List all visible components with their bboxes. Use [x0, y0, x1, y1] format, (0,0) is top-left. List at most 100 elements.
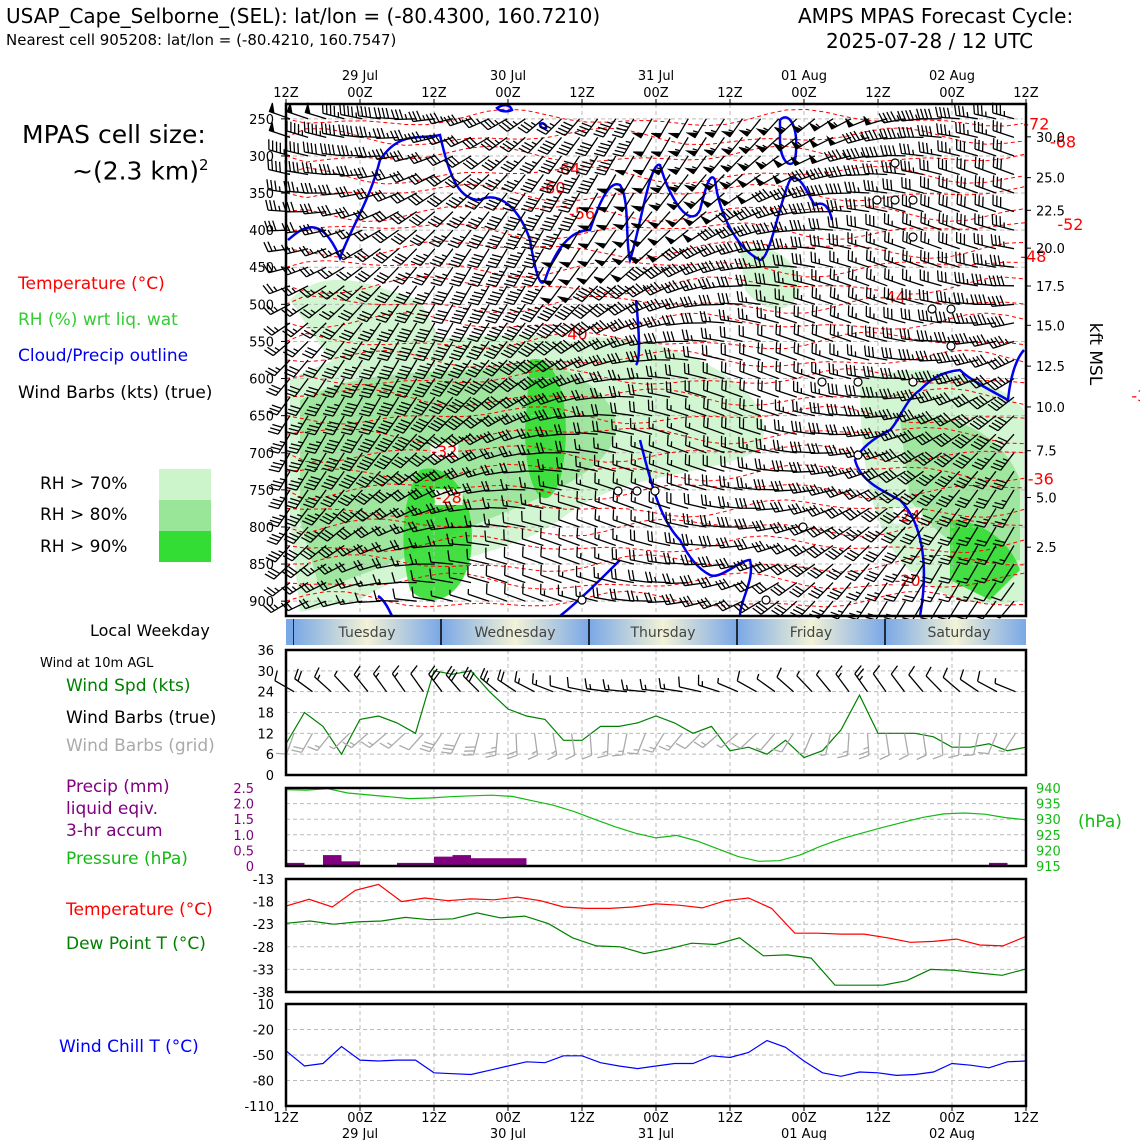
- temp-contour-label: -52: [1057, 215, 1083, 234]
- wind-barb-true: [994, 678, 1016, 693]
- wind-barb-true: [639, 678, 665, 693]
- wind-barb-grid: [485, 733, 499, 759]
- wind-barb: [593, 118, 617, 138]
- wind-barb: [355, 285, 381, 303]
- wind-barb: [990, 582, 1015, 602]
- wind-barb: [679, 296, 707, 308]
- wind-barb: [516, 428, 544, 440]
- wind-barb-flag: [594, 206, 608, 213]
- wind-barb: [570, 356, 598, 369]
- wind-barb: [825, 544, 852, 560]
- wind-barb: [933, 452, 961, 468]
- wind-barb: [733, 580, 761, 593]
- wind-barb: [899, 328, 924, 343]
- wind-barb: [445, 192, 472, 209]
- wind-barb-grid: [820, 733, 832, 756]
- wind-barb: [354, 592, 381, 604]
- hpa-label: 800: [249, 521, 274, 536]
- wind-barb: [774, 288, 797, 305]
- wind-barb: [847, 305, 870, 324]
- wind-barb: [322, 415, 345, 436]
- wind-barb: [516, 376, 544, 391]
- wind-barb-grid: [419, 732, 443, 753]
- wind-barb: [540, 564, 562, 584]
- wind-barb: [951, 433, 979, 449]
- wind-barb-flag: [685, 132, 699, 139]
- wind-barb-true: [854, 665, 869, 693]
- wind-barb: [499, 136, 526, 153]
- wind-barb-flag: [577, 260, 589, 268]
- pressure-ytick: 925: [1036, 829, 1061, 844]
- wind-barb: [951, 332, 978, 345]
- wind-barb: [843, 545, 870, 562]
- wind-barb-flag: [808, 138, 819, 148]
- wind-barb: [806, 184, 834, 197]
- wind-barb: [805, 167, 834, 181]
- wind-barb: [753, 479, 779, 491]
- wind-barb: [807, 563, 834, 579]
- wind-barb: [318, 285, 345, 300]
- wind-barb: [920, 193, 942, 213]
- wind-barb: [461, 433, 490, 446]
- wind-barb: [955, 251, 978, 268]
- wind-barb: [716, 276, 743, 288]
- wind-barb: [739, 342, 761, 361]
- wind-barb: [410, 415, 436, 433]
- wind-barb: [920, 582, 943, 603]
- wind-barb: [680, 312, 707, 324]
- wind-barb: [411, 266, 436, 286]
- wind-barb: [503, 285, 526, 306]
- wind-barb: [482, 359, 508, 377]
- wind-barb: [648, 453, 671, 472]
- wind-barb: [374, 452, 400, 470]
- wind-barb: [610, 568, 635, 584]
- wind-barb: [268, 433, 291, 454]
- wind-barb: [629, 529, 653, 547]
- wind-barb: [823, 506, 852, 519]
- calm-circle: [908, 377, 918, 387]
- wind-barb-flag: [631, 132, 645, 139]
- wind-barb: [301, 162, 327, 176]
- wind-barb: [521, 266, 544, 287]
- wind-barb: [407, 470, 436, 484]
- wind-barb: [610, 419, 635, 435]
- wind-barb-flag: [576, 225, 590, 232]
- wind-barb: [899, 143, 924, 157]
- wind-ytick: 24: [257, 686, 274, 701]
- wind-barb: [518, 322, 544, 340]
- wind-barb: [771, 460, 797, 472]
- wind-barb: [900, 159, 924, 176]
- wind-barb-flag: [736, 162, 749, 172]
- wind-barb: [952, 452, 979, 469]
- rh70-label: RH > 70%: [40, 474, 128, 494]
- wind-barb: [881, 545, 906, 564]
- wind-barb: [353, 526, 381, 539]
- wind-barb: [522, 583, 544, 602]
- wind-barb: [989, 254, 1015, 268]
- wind-barb-flag: [755, 128, 769, 136]
- wind-barb: [503, 248, 526, 269]
- wind-barb-grid: [597, 733, 610, 759]
- wind-barb: [970, 433, 997, 451]
- wind-barb-true: [890, 665, 906, 693]
- wind-barb-grid: [581, 733, 593, 760]
- wind-barb: [881, 346, 906, 361]
- wind-barb: [678, 245, 707, 260]
- wind-barb-flag: [628, 239, 642, 248]
- wind-barb: [715, 537, 743, 549]
- wind-barb: [575, 137, 599, 157]
- wind-barb: [718, 475, 743, 491]
- wind-barb: [394, 303, 418, 324]
- wind-barb: [503, 546, 526, 565]
- wind-barb: [265, 359, 291, 377]
- wind-barb: [902, 582, 925, 603]
- windchill-ytick: -110: [244, 1100, 274, 1115]
- wind-barb: [353, 559, 381, 571]
- wind-barb: [519, 155, 544, 174]
- wind-barb: [679, 279, 707, 292]
- wind-barb: [285, 140, 309, 157]
- wind-barb-flag: [717, 196, 730, 207]
- wind-barb: [335, 206, 363, 219]
- wind-barb-flag: [684, 167, 698, 175]
- wind-barb: [480, 118, 508, 131]
